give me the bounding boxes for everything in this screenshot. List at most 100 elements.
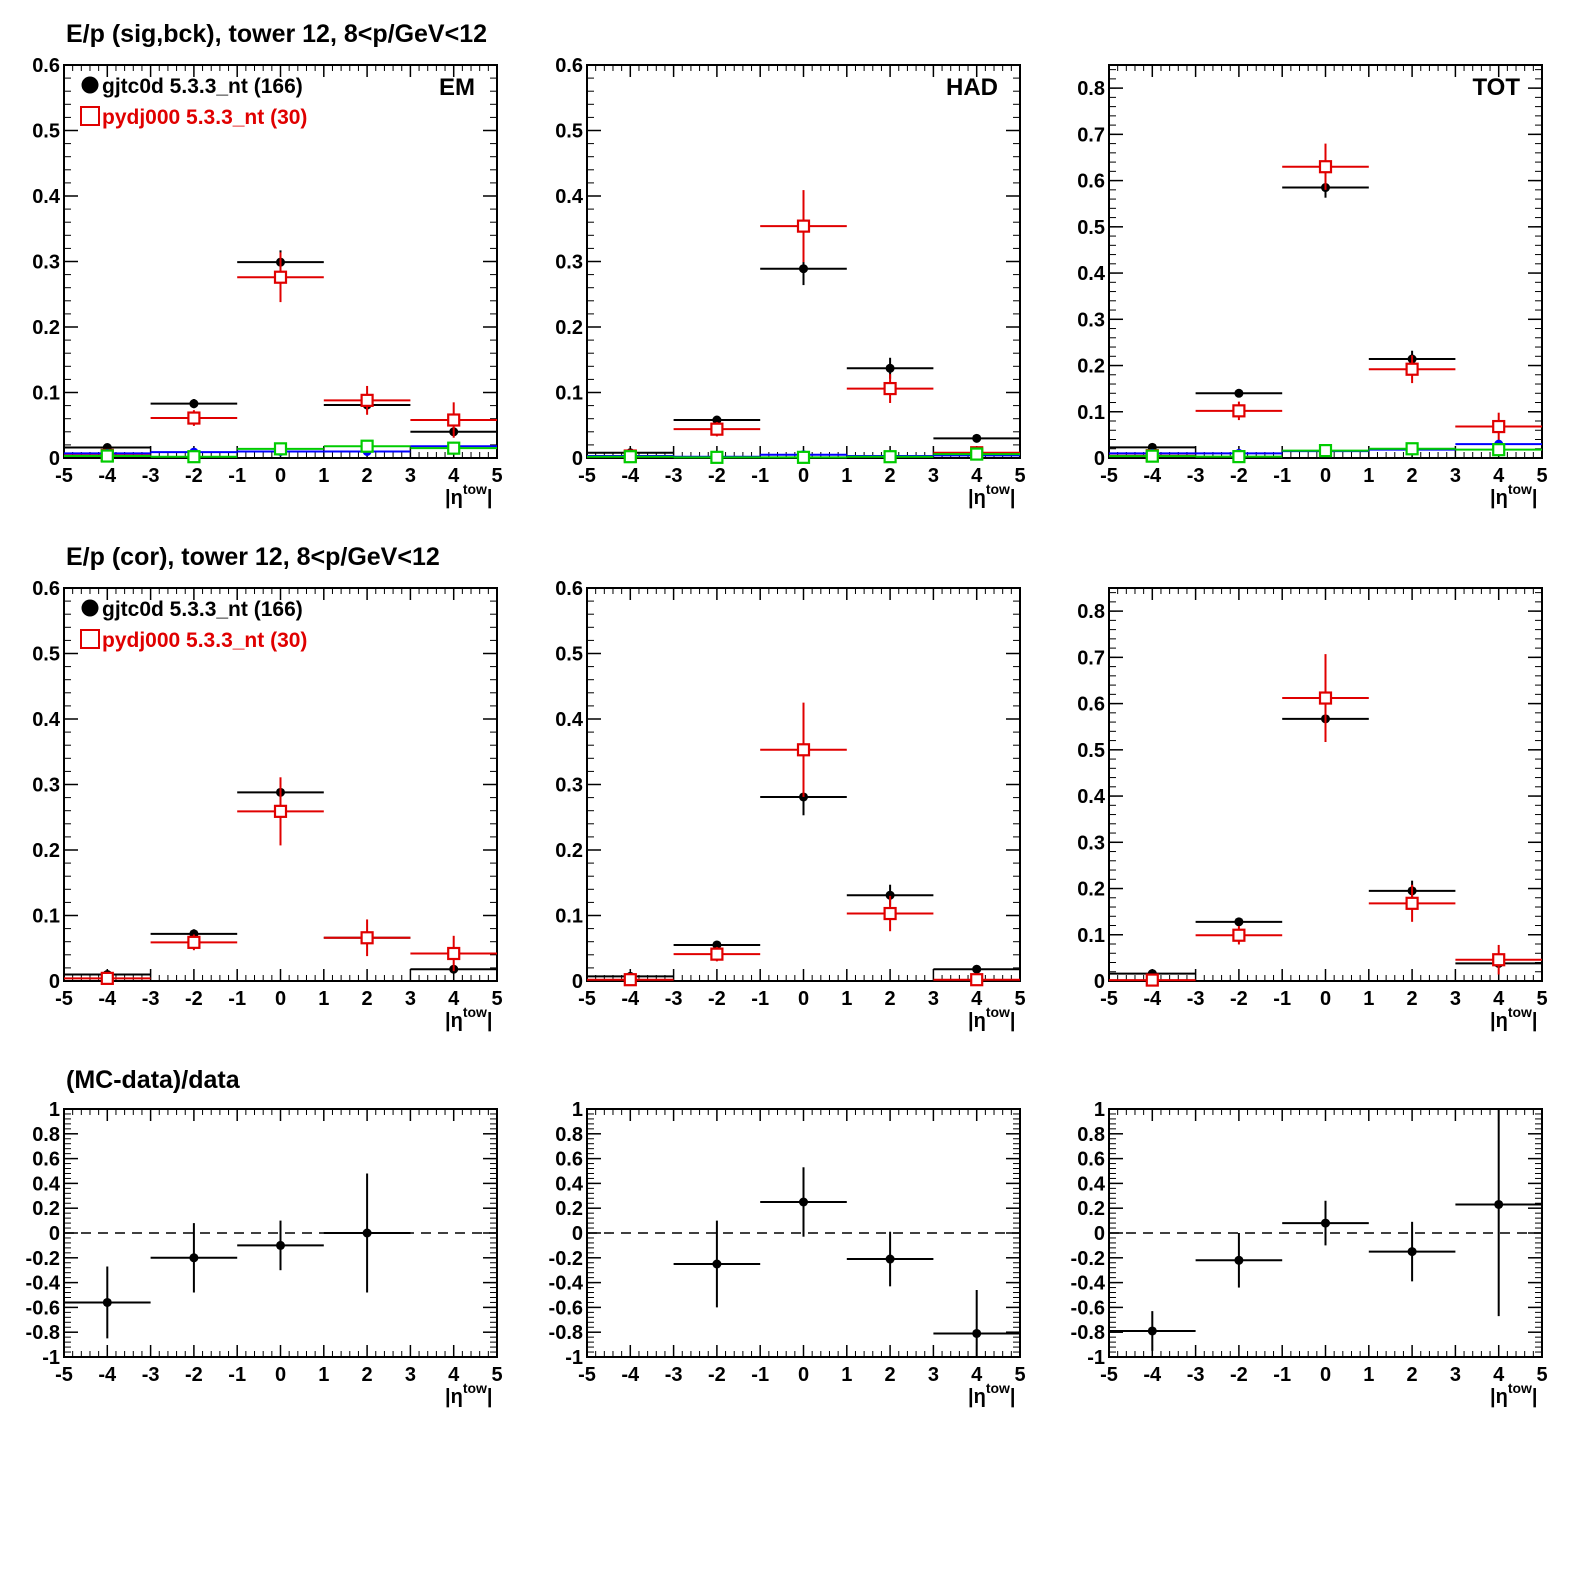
y-tick-label: -1 xyxy=(1087,1347,1105,1369)
data-point-square xyxy=(883,906,897,921)
series-1 xyxy=(587,190,1020,463)
series-0 xyxy=(673,1167,1020,1357)
legend: gjtc0d 5.3.3_nt (166) pydj000 5.3.3_nt (3… xyxy=(80,598,307,652)
x-axis-label-bar: | xyxy=(1010,1010,1016,1032)
data-point-dot xyxy=(1147,1326,1157,1336)
x-tick-label: 0 xyxy=(275,1364,286,1386)
y-tick-label: 0.1 xyxy=(555,383,583,405)
x-tick-label: 4 xyxy=(971,988,983,1010)
y-tick-label: -0.2 xyxy=(26,1248,60,1270)
y-tick-label: -0.8 xyxy=(549,1322,583,1344)
data-point-square xyxy=(710,947,724,961)
x-tick-label: 3 xyxy=(405,465,416,487)
x-tick-label: 5 xyxy=(1536,1364,1547,1386)
y-tick-label: 0.2 xyxy=(555,840,583,862)
data-point-square xyxy=(360,393,374,407)
y-tick-label: -0.4 xyxy=(549,1273,584,1295)
x-tick-label: 5 xyxy=(1536,465,1547,487)
x-tick-label: -1 xyxy=(751,465,769,487)
data-point-square xyxy=(1318,160,1333,174)
x-tick-label: -4 xyxy=(1143,988,1162,1010)
panel-label: EM xyxy=(439,74,475,101)
data-point-square xyxy=(883,450,897,464)
data-point-square xyxy=(1145,449,1159,463)
y-tick-label: 0 xyxy=(1094,1223,1105,1245)
x-tick-label: 1 xyxy=(318,465,329,487)
panel-label: HAD xyxy=(946,74,998,101)
x-tick-label: -1 xyxy=(228,988,246,1010)
data-point-square xyxy=(1145,973,1159,987)
y-tick-label: 0.2 xyxy=(32,317,60,339)
data-point-square xyxy=(100,971,114,985)
x-tick-label: -2 xyxy=(708,1364,726,1386)
data-point-dot xyxy=(885,1254,895,1264)
data-point-dot xyxy=(1234,1255,1244,1265)
y-tick-label: 0.5 xyxy=(555,121,583,143)
x-tick-label: 4 xyxy=(448,465,460,487)
x-tick-label: 5 xyxy=(1014,465,1025,487)
x-tick-label: -3 xyxy=(665,988,683,1010)
panel-cor-had: -5 -4 -3 -2 -1 0 1 2 3 4 500.10.20.30.40.50.6|ηtow… xyxy=(555,578,1025,1032)
y-tick-label: 0.7 xyxy=(1077,124,1105,146)
y-tick-label: 0.4 xyxy=(1077,786,1106,808)
data-point-square xyxy=(1405,362,1419,376)
x-tick-label: 4 xyxy=(1493,1364,1505,1386)
x-tick-label: 1 xyxy=(318,1364,329,1386)
x-tick-label: -4 xyxy=(1143,1364,1162,1386)
section-title-sig-bck: E/p (sig,bck), tower 12, 8<p/GeV<12 xyxy=(66,20,487,48)
data-point-dot xyxy=(276,1240,285,1250)
y-tick-label: 0.8 xyxy=(1077,1124,1105,1146)
x-tick-label: -2 xyxy=(185,465,203,487)
x-tick-label: -2 xyxy=(185,988,203,1010)
data-point-square xyxy=(447,413,461,427)
data-point-square xyxy=(1492,419,1506,434)
data-point-square xyxy=(187,411,201,425)
y-tick-label: 0.6 xyxy=(1077,1149,1105,1171)
y-tick-label: 0.1 xyxy=(1077,925,1105,947)
x-tick-label: 5 xyxy=(491,988,502,1010)
y-tick-label: 0.3 xyxy=(32,775,60,797)
series-3 xyxy=(587,447,1020,464)
x-tick-label: 1 xyxy=(841,465,852,487)
data-point-square xyxy=(1318,691,1333,705)
y-tick-label: 0.8 xyxy=(32,1124,60,1146)
x-tick-label: 2 xyxy=(362,988,373,1010)
y-tick-label: -0.4 xyxy=(26,1273,61,1295)
x-tick-label: 2 xyxy=(1407,1364,1418,1386)
y-tick-label: 0.4 xyxy=(1077,263,1106,285)
legend-marker-circle xyxy=(81,76,99,94)
y-tick-label: 0.2 xyxy=(555,317,583,339)
data-point-dot xyxy=(1234,917,1244,927)
data-point-dot xyxy=(799,264,808,274)
x-tick-label: -3 xyxy=(1187,988,1205,1010)
series-1 xyxy=(587,702,1020,987)
x-tick-label: 5 xyxy=(1536,988,1547,1010)
x-tick-label: -3 xyxy=(142,465,160,487)
y-tick-label: 0 xyxy=(1094,448,1105,470)
series-0 xyxy=(64,1173,411,1339)
plot-frame xyxy=(1108,587,1543,982)
y-tick-label: 0.2 xyxy=(1077,1198,1105,1220)
series-1 xyxy=(1109,654,1542,987)
y-tick-label: 0.4 xyxy=(555,709,584,731)
series-0 xyxy=(587,778,1020,981)
x-tick-label: -2 xyxy=(708,988,726,1010)
y-tick-label: 0.4 xyxy=(32,709,61,731)
data-point-square xyxy=(1492,953,1506,967)
data-point-dot xyxy=(102,1297,112,1307)
x-tick-label: 0 xyxy=(275,988,286,1010)
data-point-square xyxy=(1232,450,1246,464)
x-tick-label: 1 xyxy=(841,1364,852,1386)
x-tick-label: 3 xyxy=(405,988,416,1010)
section-title-cor: E/p (cor), tower 12, 8<p/GeV<12 xyxy=(66,543,440,571)
data-point-dot xyxy=(1234,388,1244,398)
data-point-square xyxy=(447,946,461,961)
y-tick-label: 0.4 xyxy=(32,186,61,208)
data-point-square xyxy=(1405,442,1419,456)
panel-cor-tot: -5 -4 -3 -2 -1 0 1 2 3 4 5 0 0.1 0.2 0.3 0.4 0.5 0.6 0.7 0.… xyxy=(1077,587,1548,1032)
x-tick-label: 3 xyxy=(928,988,939,1010)
series-0 xyxy=(587,252,1020,458)
series-0 xyxy=(1109,177,1542,452)
x-tick-label: -5 xyxy=(1100,1364,1118,1386)
x-tick-label: -5 xyxy=(55,988,73,1010)
